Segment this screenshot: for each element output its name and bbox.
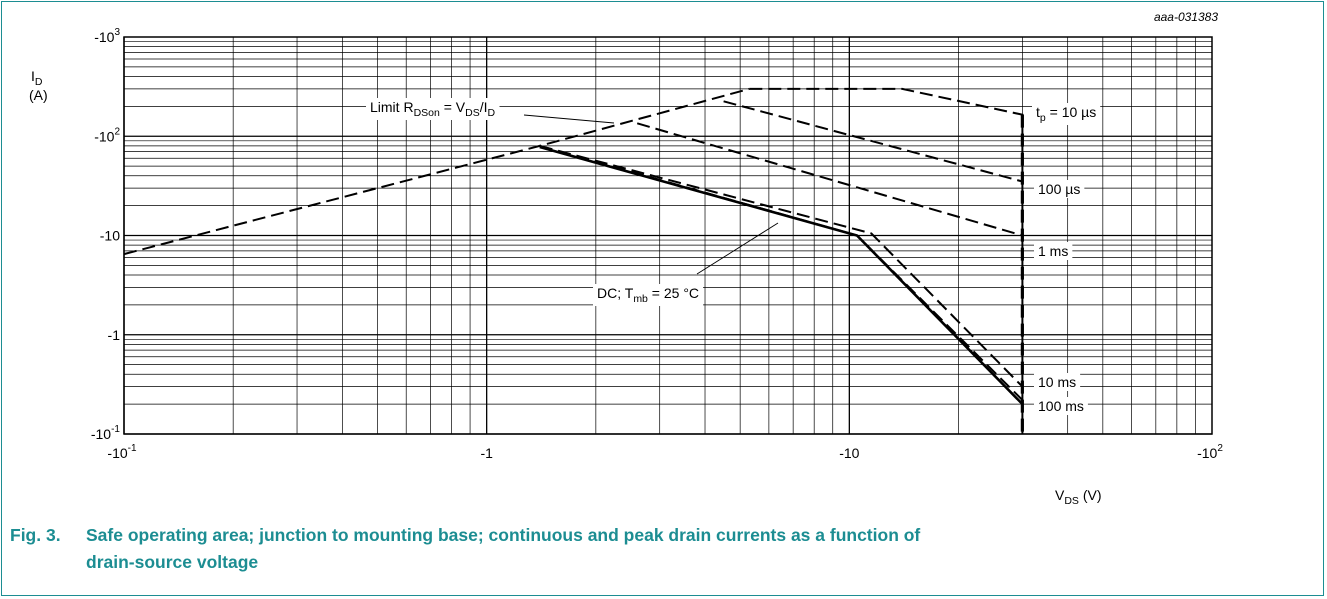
tick-base: -10 — [839, 445, 859, 461]
y-tick-label: -102 — [94, 126, 120, 144]
caption-number: Fig. 3. — [10, 525, 61, 545]
tick-base: -10 — [94, 128, 114, 144]
label-limit: Limit RDSon = VDS/ID — [370, 99, 496, 119]
figure-caption: Fig. 3. Safe operating area; junction to … — [10, 522, 1310, 576]
label-part: = V — [440, 99, 466, 115]
series-line-2 — [723, 100, 1023, 183]
label-dc: DC; Tmb = 25 °C — [597, 285, 699, 305]
document-id: aaa-031383 — [1154, 10, 1218, 24]
axis-label-sub: DS — [1064, 495, 1079, 507]
y-axis-label: ID — [31, 68, 43, 88]
label-part: DC; T — [597, 285, 634, 301]
tick-exponent: -1 — [128, 443, 137, 454]
x-tick-label: -10 — [839, 445, 859, 461]
grid — [123, 36, 1213, 435]
caption-line1: Safe operating area; junction to mountin… — [86, 525, 921, 545]
x-tick-label: -1 — [480, 445, 493, 461]
label-part: = 10 µs — [1046, 104, 1096, 120]
label-part: mb — [633, 293, 648, 305]
label-bg-us100 — [1034, 180, 1085, 198]
y-tick-label: -10 — [100, 228, 120, 244]
label-part: DS — [465, 107, 480, 119]
label-bg-ms1 — [1034, 242, 1073, 260]
limit-leader — [523, 114, 615, 124]
tick-base: -10 — [91, 426, 111, 442]
axis-label-main: I — [31, 68, 35, 84]
label-part: = 25 °C — [648, 285, 699, 301]
label-part: t — [1036, 104, 1040, 120]
label-part: 100 ms — [1038, 398, 1084, 414]
tick-base: -1 — [108, 327, 121, 343]
label-part: p — [1040, 112, 1046, 124]
label-part: /I — [480, 99, 488, 115]
label-ms10: 10 ms — [1038, 374, 1076, 390]
label-part: 1 ms — [1038, 243, 1068, 259]
x-tick-label: -10-1 — [107, 443, 137, 461]
series-line-5 — [539, 144, 1024, 401]
label-part: 10 ms — [1038, 374, 1076, 390]
tick-base: -1 — [480, 445, 493, 461]
tick-exponent: -1 — [111, 424, 120, 435]
axis-label-unit: (V) — [1079, 487, 1102, 503]
plot-border — [123, 36, 1213, 435]
label-bg-tp10 — [1032, 103, 1101, 125]
tick-labels: -103-102-10-1-10-1-10-1 -1 -10 -102 — [91, 27, 1223, 461]
series-line-1 — [749, 87, 1024, 434]
y-axis-unit: (A) — [29, 87, 48, 103]
tick-base: -10 — [1197, 445, 1217, 461]
label-ms1: 1 ms — [1038, 243, 1068, 259]
tick-base: -10 — [107, 445, 127, 461]
y-tick-label: -103 — [94, 27, 120, 45]
label-part: D — [488, 107, 496, 119]
axis-label-sub: D — [35, 76, 43, 88]
axis-label-main: V — [1055, 487, 1065, 503]
label-us100: 100 µs — [1038, 181, 1080, 197]
tick-base: -10 — [94, 29, 114, 45]
label-part: 100 µs — [1038, 181, 1080, 197]
x-tick-label: -102 — [1197, 443, 1223, 461]
series-group — [123, 87, 1024, 434]
label-bg-dc — [593, 284, 704, 306]
y-tick-label: -10-1 — [91, 424, 121, 442]
y-tick-label: -1 — [108, 327, 121, 343]
series-line-6 — [539, 145, 1024, 406]
x-axis-label: VDS (V) — [1055, 487, 1102, 507]
label-part: DSon — [414, 107, 440, 119]
series-line-3 — [636, 122, 1023, 237]
label-ms100: 100 ms — [1038, 398, 1084, 414]
tick-base: -10 — [100, 228, 120, 244]
label-part: Limit R — [370, 99, 414, 115]
tick-exponent: 2 — [114, 126, 120, 137]
caption-line2: drain-source voltage — [86, 552, 259, 572]
label-bg-ms10 — [1034, 373, 1081, 391]
label-tp10: tp = 10 µs — [1036, 104, 1096, 124]
dc-leader — [696, 222, 779, 275]
label-bg-limit — [366, 98, 500, 120]
tick-exponent: 2 — [1217, 443, 1223, 454]
label-bg-ms100 — [1034, 397, 1088, 415]
tick-exponent: 3 — [114, 27, 120, 38]
series-line-4 — [539, 144, 1024, 388]
